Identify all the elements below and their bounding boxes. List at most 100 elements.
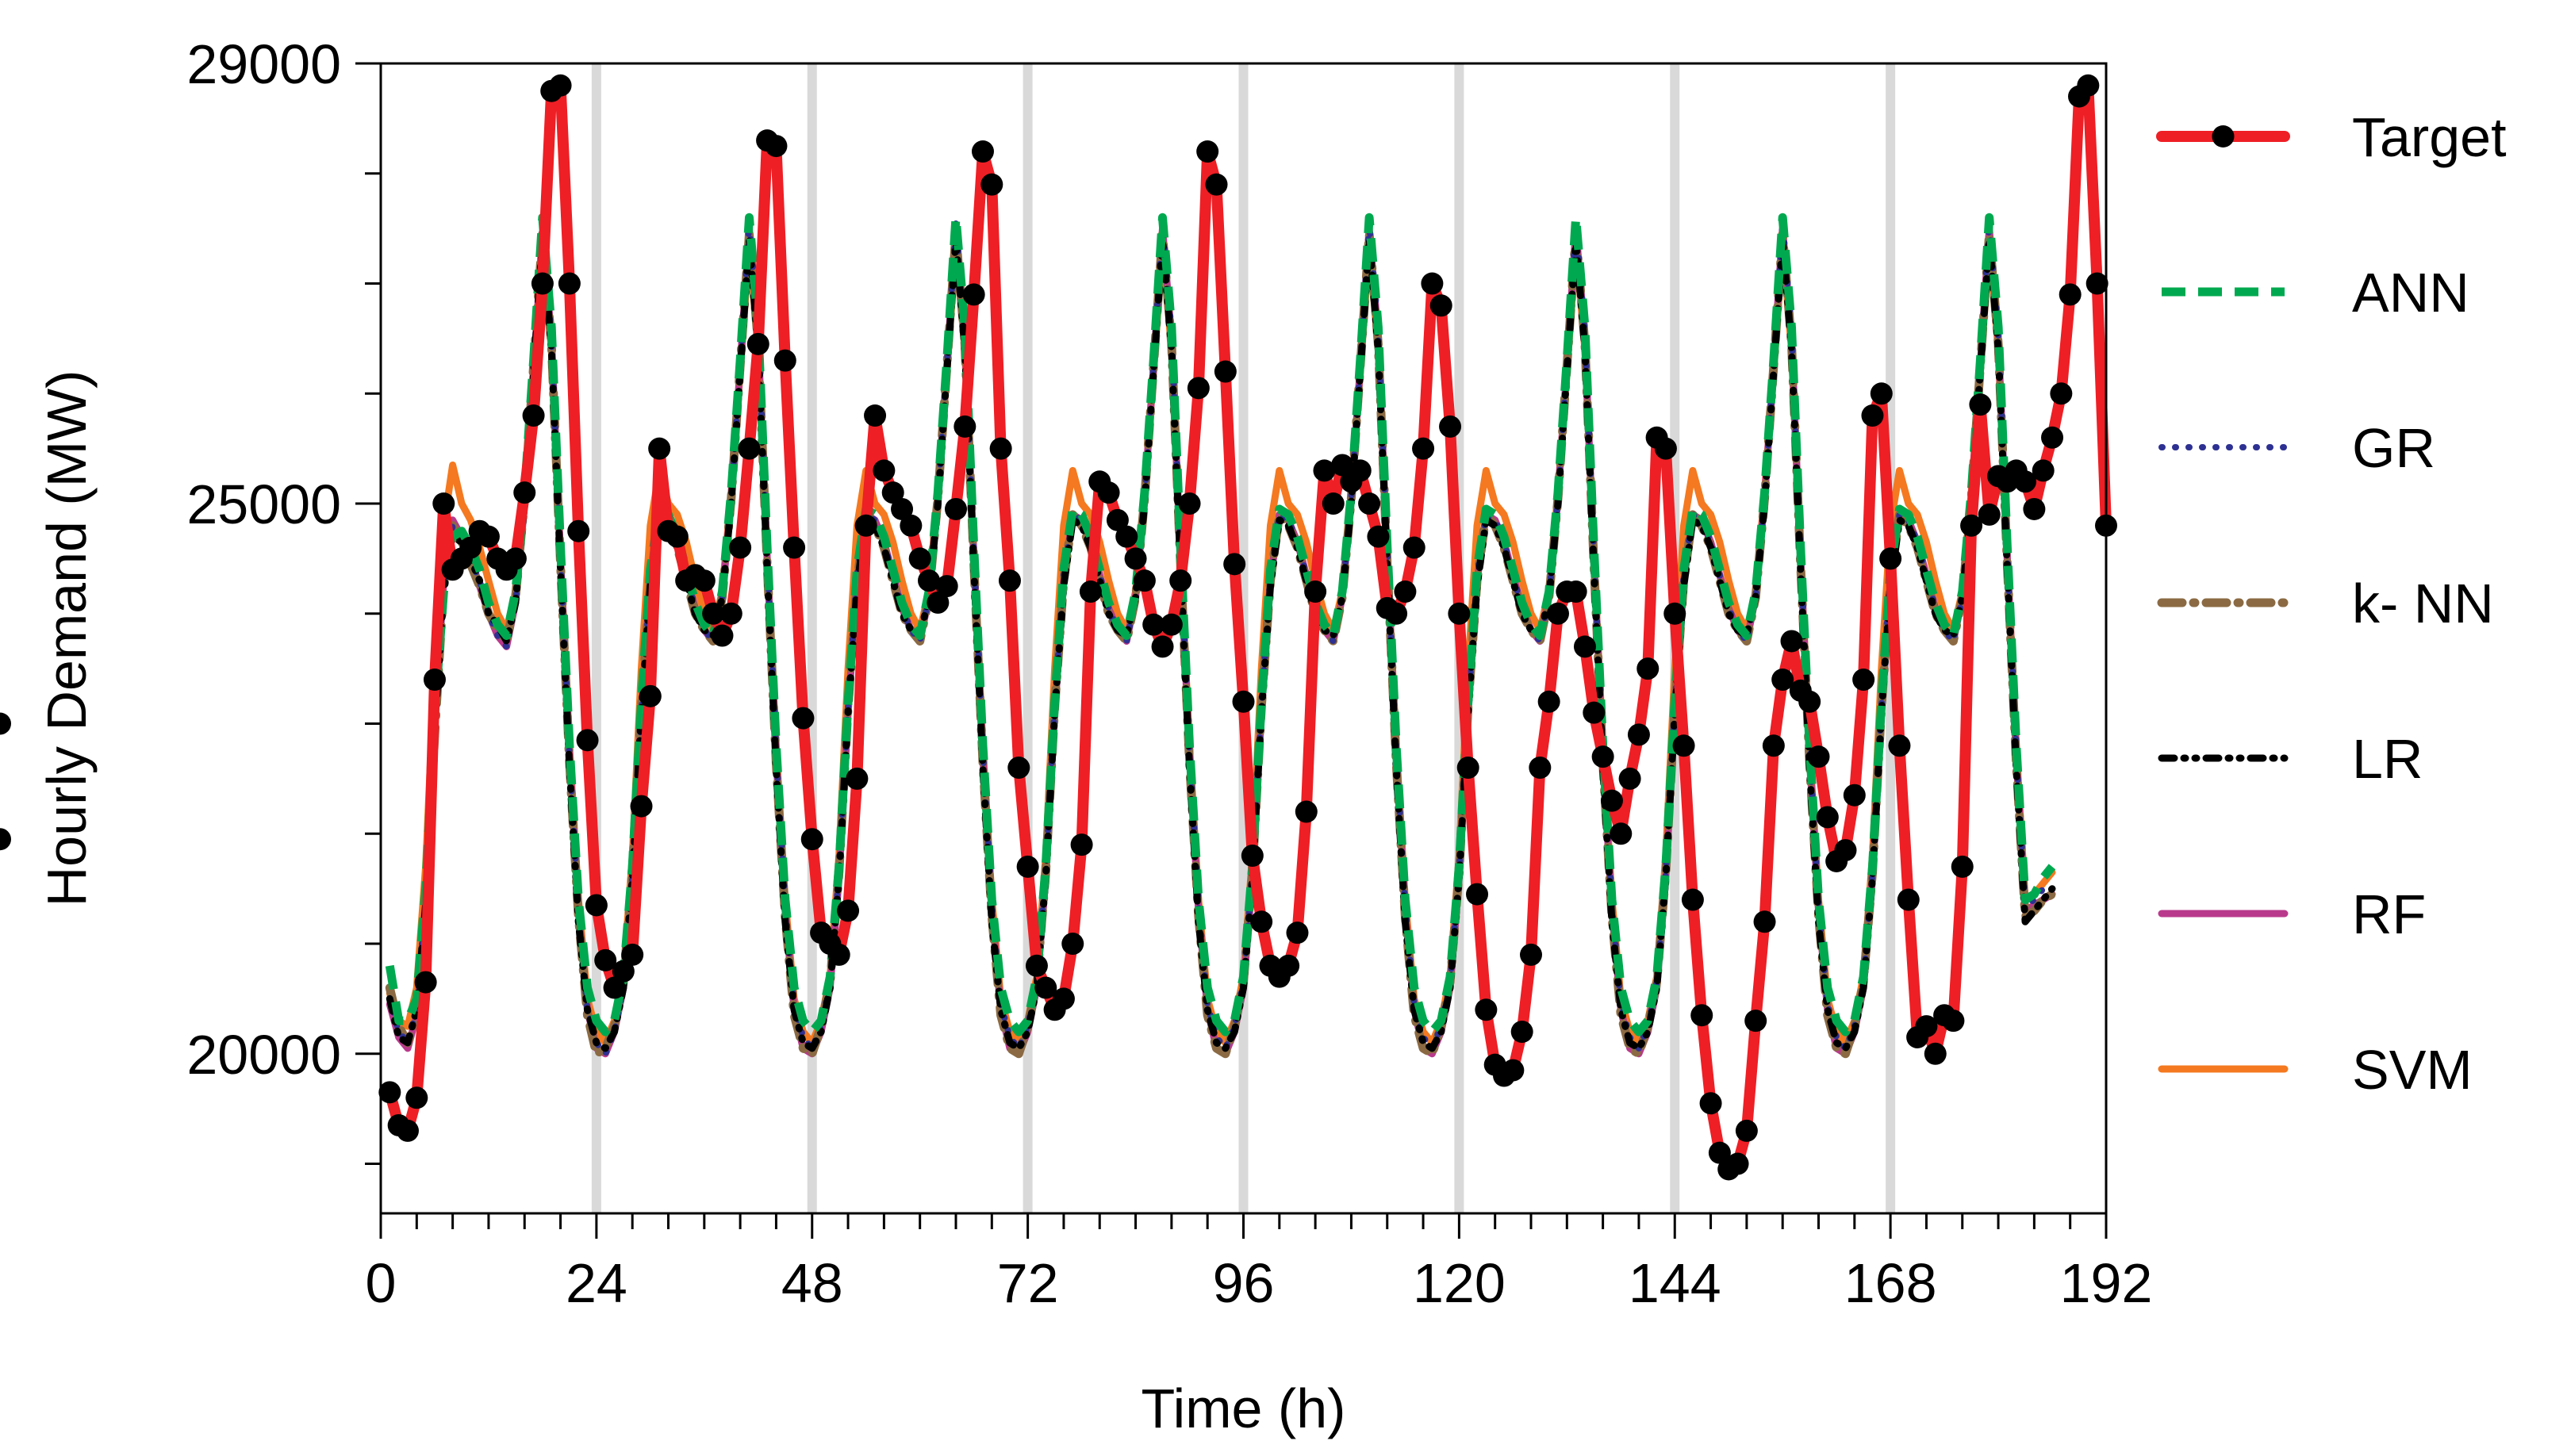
y-tick-label: 20000 (186, 1024, 341, 1086)
x-tick-label: 0 (366, 1252, 397, 1314)
target-point (900, 514, 923, 537)
target-point (1762, 734, 1785, 757)
target-point (719, 602, 742, 625)
target-point (971, 140, 994, 163)
target-point (1834, 839, 1857, 862)
target-point (711, 624, 734, 647)
target-point (1888, 734, 1911, 757)
target-point (1196, 140, 1219, 163)
target-point (1583, 701, 1606, 724)
target-point (1007, 757, 1030, 780)
target-point (1510, 1021, 1533, 1044)
target-point (746, 332, 769, 355)
target-point (585, 894, 608, 917)
target-point (1475, 998, 1498, 1021)
target-point (1637, 657, 1660, 680)
target-point (908, 547, 931, 570)
target-point (2059, 283, 2082, 306)
target-point (1223, 553, 1246, 576)
target-point (1205, 173, 1228, 196)
target-point (1124, 547, 1147, 570)
target-point (1025, 954, 1048, 977)
target-point (2014, 470, 2037, 493)
target-point (1780, 630, 1803, 653)
target-point (594, 948, 617, 971)
target-point (1627, 723, 1650, 746)
target-point (1151, 635, 1174, 658)
target-point (1421, 272, 1444, 295)
target-point (576, 729, 599, 752)
legend: Target ANN GR k- NN LR RF SVM (2156, 106, 2507, 1101)
x-tick-label: 24 (566, 1252, 627, 1314)
target-point (1690, 1004, 1713, 1027)
target-point (1771, 669, 1794, 692)
target-point (0, 712, 11, 735)
target-point (1385, 602, 1408, 625)
target-point (414, 971, 437, 994)
target-point (1232, 690, 1255, 713)
target-point (612, 960, 635, 983)
target-point (1699, 1092, 1722, 1115)
target-point (773, 349, 796, 372)
legend-item-svm: SVM (2158, 1039, 2473, 1101)
legend-label-rf: RF (2352, 883, 2426, 945)
target-point (1870, 382, 1893, 405)
legend-label-knn: k- NN (2352, 573, 2494, 634)
target-point (432, 492, 455, 515)
target-point (630, 795, 653, 818)
target-point (800, 828, 823, 851)
target-point (1295, 800, 1318, 823)
target-point (1241, 845, 1264, 868)
target-point (1708, 1141, 1731, 1164)
target-point (666, 525, 689, 548)
target-point (1861, 404, 1884, 427)
target-point (1816, 806, 1839, 829)
x-tick-label: 72 (997, 1252, 1059, 1314)
target-point (405, 1086, 428, 1109)
legend-item-lr: LR (2158, 728, 2423, 790)
target-point (864, 404, 887, 427)
target-point (1591, 745, 1614, 768)
target-point (2050, 382, 2073, 405)
target-point (1313, 459, 1336, 482)
target-point (1672, 734, 1695, 757)
target-point (522, 404, 545, 427)
target-point (1349, 459, 1372, 482)
target-point (648, 437, 671, 460)
target-point (935, 575, 958, 598)
target-point (1106, 508, 1129, 531)
target-point (1250, 910, 1273, 933)
target-point (1214, 360, 1237, 383)
target-point (1367, 525, 1390, 548)
target-point (531, 272, 554, 295)
target-point (1402, 536, 1425, 559)
target-point (1654, 437, 1677, 460)
target-point (1807, 745, 1830, 768)
target-point (1412, 437, 1435, 460)
target-point (1897, 888, 1920, 911)
target-point (459, 536, 482, 559)
target-point (827, 943, 850, 966)
target-point (549, 74, 572, 97)
target-point (846, 767, 869, 790)
target-point (873, 459, 896, 482)
legend-item-rf: RF (2158, 883, 2426, 945)
x-tick-label: 168 (1844, 1252, 1937, 1314)
target-point (603, 976, 626, 999)
target-point (962, 283, 985, 306)
target-point (621, 943, 644, 966)
x-axis-title: Time (h) (1142, 1377, 1346, 1439)
target-point (477, 525, 500, 548)
target-point (1142, 613, 1165, 636)
target-point (1610, 822, 1633, 845)
target-point (1079, 580, 1102, 603)
y-axis-title: Hourly Demand (MW) (36, 370, 98, 907)
x-tick-label: 96 (1213, 1252, 1275, 1314)
target-point (1520, 943, 1542, 966)
target-point (945, 497, 967, 520)
target-point (1439, 415, 1462, 438)
target-point (1429, 294, 1452, 317)
target-point (1277, 954, 1300, 977)
target-point (1726, 1152, 1749, 1175)
target-point (0, 828, 11, 851)
